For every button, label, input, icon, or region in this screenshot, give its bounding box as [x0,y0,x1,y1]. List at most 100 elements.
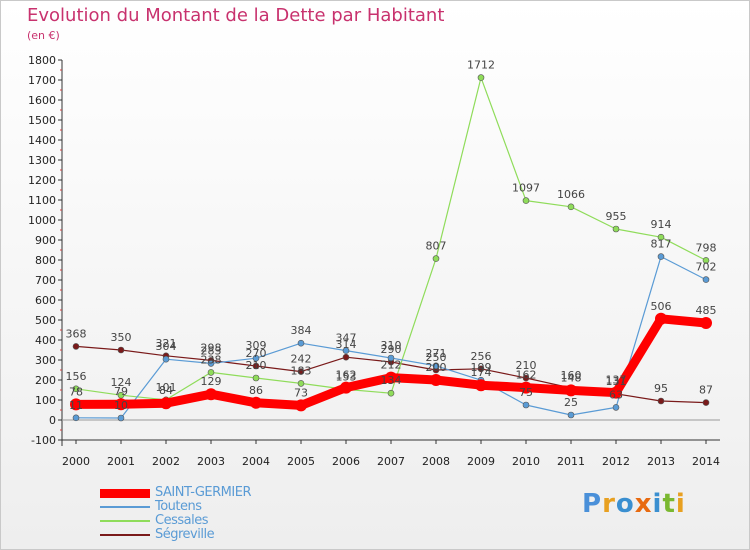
data-label: 134 [381,374,402,387]
y-tick-label: 400 [35,334,56,347]
data-label: 1066 [557,188,585,201]
y-tick-label: 500 [35,314,56,327]
data-label: 78 [69,385,83,398]
y-tick-label: 100 [35,394,56,407]
data-point [70,398,82,411]
data-label: 73 [294,386,308,399]
data-label: 25 [564,396,578,409]
data-label: 137 [606,374,627,387]
data-label: 212 [381,359,402,372]
logo-letter: r [602,489,616,519]
data-label: 183 [291,364,312,377]
data-label: 309 [246,339,267,352]
data-point [432,255,440,262]
data-label: 298 [201,341,222,354]
data-point [477,74,485,81]
data-point [207,360,215,367]
data-point [430,374,442,386]
y-tick-label: 900 [35,234,56,247]
data-label: 210 [516,359,537,372]
data-label: 95 [654,382,668,395]
data-label: 199 [471,361,492,374]
y-tick-label: 300 [35,354,56,367]
y-tick-label: 600 [35,294,56,307]
x-tick-label: 2002 [152,455,180,468]
data-label: 817 [651,238,672,251]
x-tick-label: 2013 [647,455,675,468]
x-tick-label: 2006 [332,455,360,468]
data-label: 485 [696,304,717,317]
x-tick-label: 2007 [377,455,405,468]
legend-label: Ségreville [155,527,215,542]
data-point [342,347,350,354]
x-tick-label: 2009 [467,455,495,468]
data-point [72,385,80,393]
data-point [117,414,125,422]
data-label: 314 [336,338,357,351]
data-point [657,233,665,241]
data-point [522,197,530,204]
data-point [252,354,260,362]
data-point [567,411,575,419]
legend-swatch [100,506,150,508]
data-point [522,401,530,409]
data-point [432,362,440,370]
data-point [250,396,262,409]
data-point [702,276,710,283]
x-tick-label: 2000 [62,455,90,468]
chart-title: Evolution du Montant de la Dette par Hab… [27,5,445,26]
data-label: 124 [111,376,132,389]
x-tick-label: 2005 [287,455,315,468]
y-tick-label: 1200 [28,174,56,187]
data-label: 162 [336,369,357,382]
logo-letter: o [615,489,635,519]
data-label: 798 [696,241,717,254]
data-label: 153 [336,370,357,383]
data-point [475,379,487,392]
data-label: 84 [159,384,173,397]
y-tick-label: 200 [35,374,56,387]
data-label: 131 [606,375,627,388]
data-point [207,369,215,376]
data-label: 506 [651,300,672,313]
x-tick-label: 2003 [197,455,225,468]
data-label: 290 [381,343,402,356]
data-label: 1097 [512,182,540,195]
data-point [117,346,125,354]
y-tick-label: 1100 [28,194,56,207]
data-point [612,404,620,411]
data-label: 1712 [467,59,495,72]
x-tick-label: 2004 [242,455,270,468]
data-label: 156 [66,370,87,383]
data-point [162,355,170,363]
data-label: 174 [471,366,492,379]
x-tick-label: 2001 [107,455,135,468]
logo-letter: P [582,489,603,519]
x-tick-label: 2011 [557,455,585,468]
data-point [385,371,397,384]
data-point [522,374,530,382]
legend-swatch [100,489,150,498]
data-point [252,362,260,370]
data-label: 807 [426,240,447,253]
y-tick-label: 0 [49,414,56,427]
data-point [342,353,350,361]
data-point [520,381,532,394]
data-label: 914 [651,218,672,231]
legend-label: Cessales [155,513,208,528]
data-point [702,399,710,406]
data-label: 63 [609,388,623,401]
data-point [297,368,305,375]
data-point [295,399,307,412]
y-tick-label: 1500 [28,114,56,127]
data-point [72,343,80,350]
y-tick-label: 700 [35,274,56,287]
data-label: 86 [249,384,263,397]
y-tick-label: 1800 [28,54,56,67]
proxiti-logo: Proxiti [582,489,686,519]
data-point [700,317,712,329]
data-label: 384 [291,324,312,337]
data-label: 148 [561,371,582,384]
